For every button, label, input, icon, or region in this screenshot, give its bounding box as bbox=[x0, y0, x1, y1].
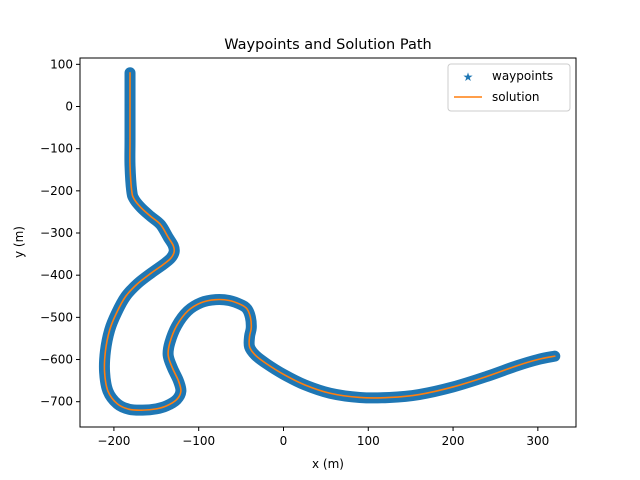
y-axis: 100 0 −100 −200 −300 −400 −500 −600 −700 bbox=[40, 57, 80, 409]
chart-title: Waypoints and Solution Path bbox=[224, 37, 431, 53]
plot-area bbox=[98, 67, 561, 416]
series-solution-line bbox=[103, 71, 556, 411]
axes-frame bbox=[79, 57, 577, 428]
x-tick-label: 200 bbox=[442, 434, 465, 448]
x-tick-label: −100 bbox=[182, 434, 215, 448]
legend-box bbox=[447, 63, 571, 112]
x-tick-label: 0 bbox=[280, 434, 288, 448]
x-tick-label: 300 bbox=[526, 434, 549, 448]
y-tick-label: 100 bbox=[50, 57, 73, 71]
y-tick-label: −500 bbox=[40, 310, 73, 324]
y-tick-label: −100 bbox=[40, 142, 73, 156]
legend-label-waypoints: waypoints bbox=[492, 69, 553, 83]
x-axis-label: x (m) bbox=[312, 457, 344, 471]
y-axis-label: y (m) bbox=[12, 226, 26, 258]
x-tick-label: 100 bbox=[357, 434, 380, 448]
legend: ★ waypoints solution bbox=[447, 63, 571, 112]
y-tick-label: −700 bbox=[40, 395, 73, 409]
y-tick-label: −600 bbox=[40, 353, 73, 367]
x-axis: −200 −100 0 100 200 300 bbox=[97, 427, 549, 448]
x-tick-label: −200 bbox=[97, 434, 130, 448]
legend-label-solution: solution bbox=[492, 90, 540, 104]
y-tick-label: −400 bbox=[40, 268, 73, 282]
y-tick-label: 0 bbox=[65, 99, 73, 113]
y-tick-label: −300 bbox=[40, 226, 73, 240]
legend-marker-waypoints: ★ bbox=[463, 70, 474, 84]
y-tick-label: −200 bbox=[40, 184, 73, 198]
